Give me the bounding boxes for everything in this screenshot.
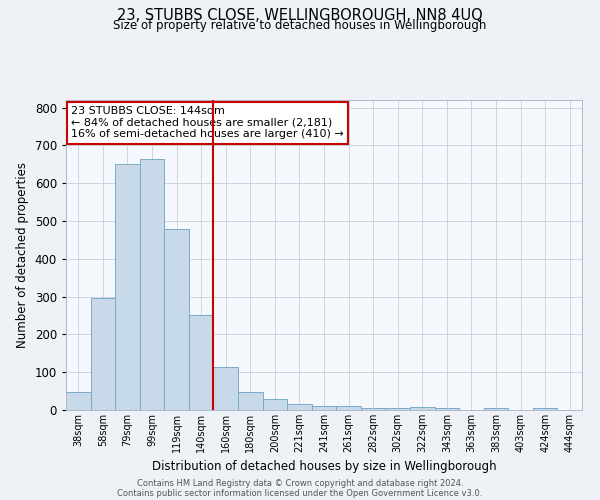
Text: 23 STUBBS CLOSE: 144sqm
← 84% of detached houses are smaller (2,181)
16% of semi: 23 STUBBS CLOSE: 144sqm ← 84% of detache… [71,106,344,140]
Bar [91,298,115,410]
Bar [214,368,238,410]
Bar [533,408,557,410]
Text: Contains public sector information licensed under the Open Government Licence v3: Contains public sector information licen… [118,488,482,498]
Bar [238,392,263,410]
Bar [410,407,434,410]
Bar [287,404,312,410]
Bar [336,406,361,410]
Bar [164,228,189,410]
Text: Size of property relative to detached houses in Wellingborough: Size of property relative to detached ho… [113,19,487,32]
Y-axis label: Number of detached properties: Number of detached properties [16,162,29,348]
Bar [189,314,214,410]
Bar [312,406,336,410]
X-axis label: Distribution of detached houses by size in Wellingborough: Distribution of detached houses by size … [152,460,496,473]
Bar [361,408,385,410]
Bar [263,400,287,410]
Bar [484,408,508,410]
Bar [115,164,140,410]
Bar [385,408,410,410]
Text: Contains HM Land Registry data © Crown copyright and database right 2024.: Contains HM Land Registry data © Crown c… [137,478,463,488]
Text: 23, STUBBS CLOSE, WELLINGBOROUGH, NN8 4UQ: 23, STUBBS CLOSE, WELLINGBOROUGH, NN8 4U… [117,8,483,22]
Bar [434,408,459,410]
Bar [66,392,91,410]
Bar [140,158,164,410]
